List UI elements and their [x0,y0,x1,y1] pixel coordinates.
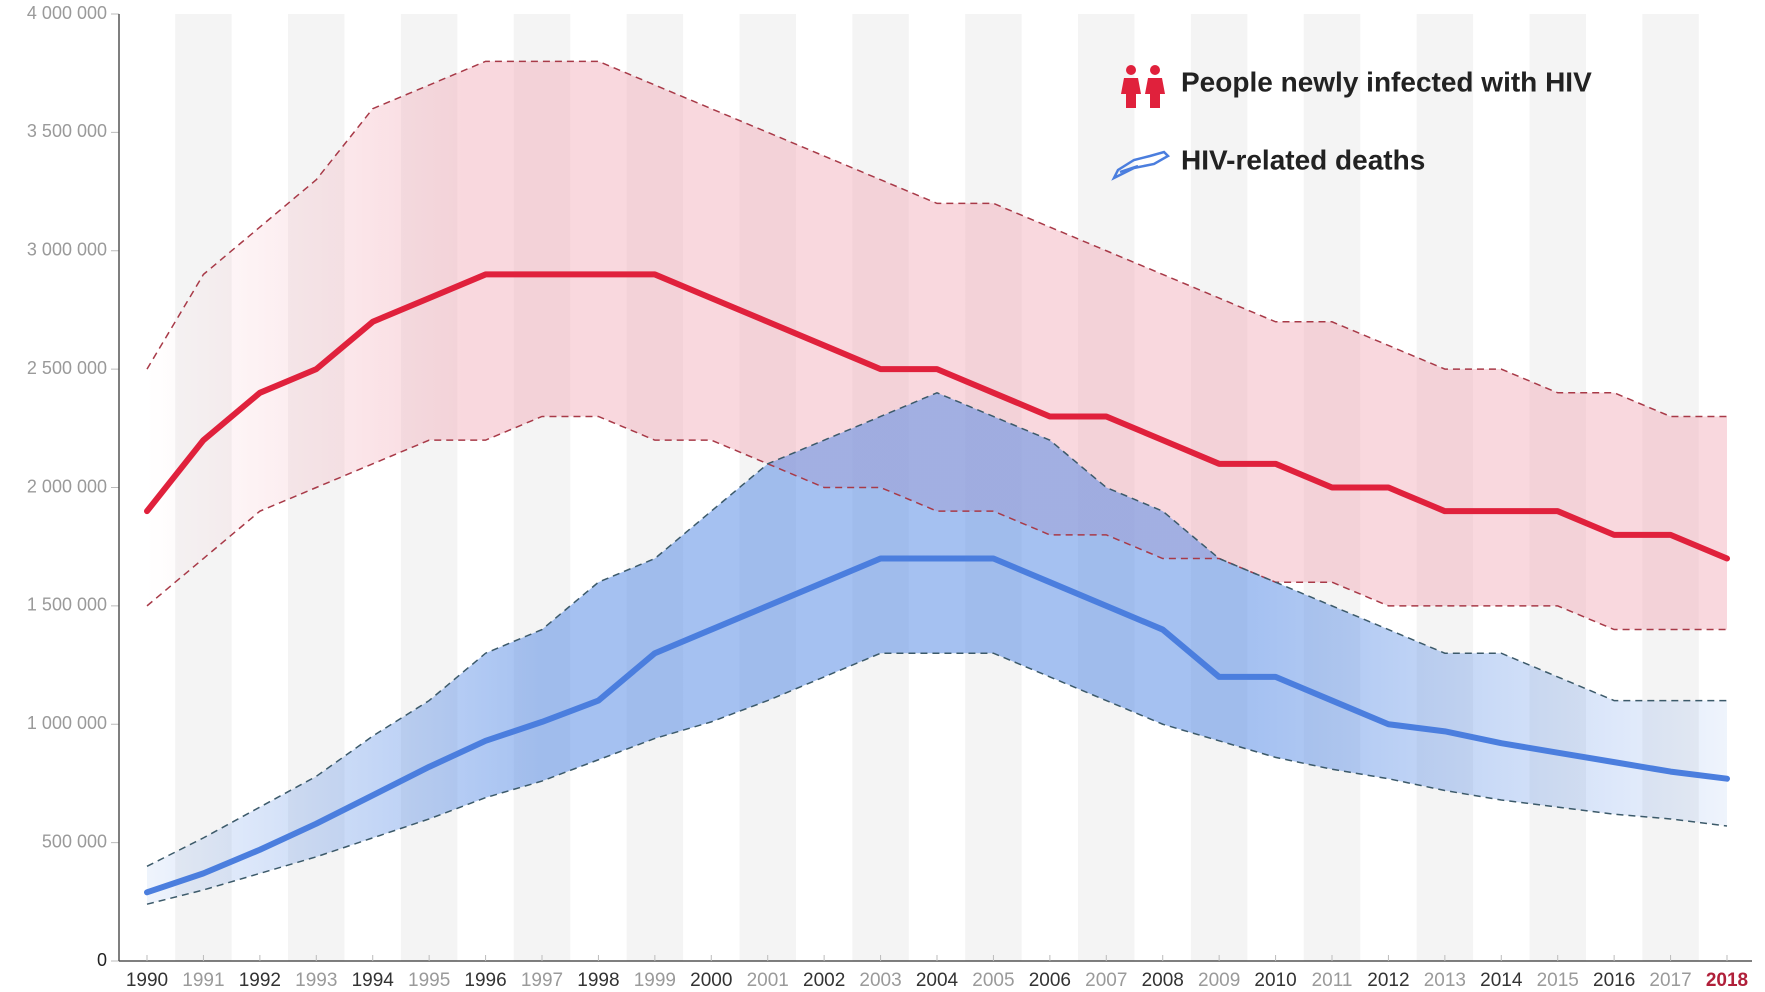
x-tick-label: 2009 [1198,970,1240,991]
x-tick-label: 2005 [972,970,1014,991]
y-tick-label: 500 000 [42,831,107,851]
uncertainty-band [147,392,1727,905]
legend-label: HIV-related deaths [1181,144,1425,175]
y-tick-label: 2 000 000 [27,476,107,496]
bound-line [146,652,1728,905]
x-tick-label: 2001 [747,970,789,991]
legend-label: People newly infected with HIV [1181,66,1592,97]
y-tick-label: 2 500 000 [27,358,107,378]
x-tick-label: 1998 [577,970,619,991]
x-tick-label: 2008 [1142,970,1184,991]
x-tick-label: 1990 [126,970,168,991]
y-tick-label: 1 500 000 [27,595,107,615]
x-tick-label: 2002 [803,970,845,991]
series-line [144,271,1730,562]
y-tick-label: 4 000 000 [27,3,107,23]
x-tick-label: 1991 [182,970,224,991]
x-tick-label: 1993 [295,970,337,991]
x-tick-label: 2012 [1367,970,1409,991]
x-tick-label: 2013 [1424,970,1466,991]
x-tick-label: 2017 [1649,970,1691,991]
x-tick-label: 1999 [634,970,676,991]
x-tick-label: 1996 [464,970,506,991]
y-tick-label: 1 000 000 [27,713,107,733]
bound-line [146,415,1727,631]
x-tick-label: 2011 [1312,970,1353,991]
x-tick-label: 2006 [1029,970,1071,991]
y-tick-label: 3 500 000 [27,121,107,141]
x-tick-label: 2003 [859,970,901,991]
y-tick-label: 0 [97,950,107,970]
x-tick-label: 2004 [916,970,959,991]
x-tick-label: 1995 [408,970,450,991]
series-line [144,555,1730,896]
bound-line [146,391,1727,867]
x-tick-label: 1992 [239,970,281,991]
x-tick-label: 2018 [1706,970,1748,991]
x-tick-label: 2016 [1593,970,1635,991]
x-tick-label: 2010 [1254,970,1296,991]
legend-icon-infected [1121,65,1165,108]
x-tick-label: 2014 [1480,970,1523,991]
legend-icon-deaths [1111,150,1171,181]
x-tick-label: 2015 [1537,970,1579,991]
x-tick-label: 2000 [690,970,732,991]
x-tick-label: 1997 [521,970,563,991]
x-tick-label: 1994 [352,970,395,991]
y-tick-label: 3 000 000 [27,240,107,260]
x-tick-label: 2007 [1085,970,1127,991]
bound-line [146,60,1727,418]
legend: People newly infected with HIV HIV-relat… [1111,65,1592,181]
